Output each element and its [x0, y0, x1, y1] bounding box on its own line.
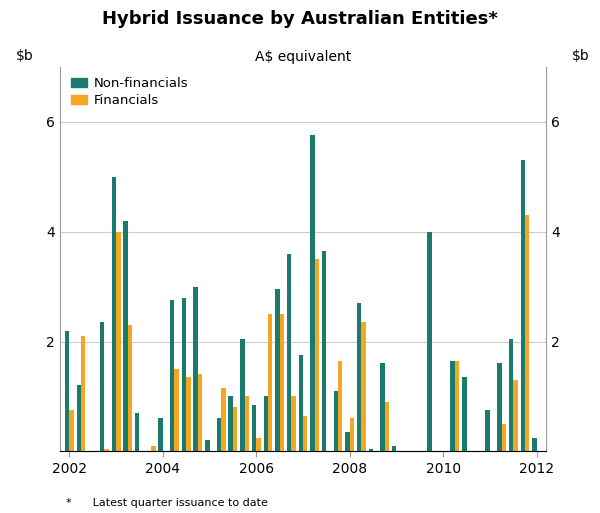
Bar: [338, 361, 343, 451]
Bar: [193, 287, 198, 451]
Bar: [334, 391, 338, 451]
Bar: [485, 410, 490, 451]
Bar: [368, 449, 373, 451]
Bar: [451, 361, 455, 451]
Bar: [292, 397, 296, 451]
Bar: [104, 449, 109, 451]
Bar: [135, 413, 139, 451]
Bar: [280, 314, 284, 451]
Bar: [116, 231, 121, 451]
Bar: [427, 231, 431, 451]
Bar: [275, 289, 280, 451]
Bar: [175, 369, 179, 451]
Bar: [521, 160, 525, 451]
Title: A$ equivalent: A$ equivalent: [255, 50, 351, 64]
Bar: [497, 364, 502, 451]
Bar: [502, 424, 506, 451]
Bar: [392, 446, 397, 451]
Bar: [112, 176, 116, 451]
Text: Hybrid Issuance by Australian Entities*: Hybrid Issuance by Australian Entities*: [102, 10, 498, 28]
Text: $b: $b: [572, 49, 590, 63]
Bar: [509, 339, 513, 451]
Text: $b: $b: [16, 49, 34, 63]
Bar: [124, 221, 128, 451]
Legend: Non-financials, Financials: Non-financials, Financials: [65, 71, 195, 114]
Bar: [380, 364, 385, 451]
Bar: [65, 330, 70, 451]
Bar: [268, 314, 272, 451]
Bar: [182, 298, 186, 451]
Bar: [462, 377, 467, 451]
Bar: [233, 407, 238, 451]
Bar: [70, 410, 74, 451]
Bar: [245, 397, 249, 451]
Bar: [205, 441, 209, 451]
Bar: [252, 405, 256, 451]
Bar: [532, 438, 536, 451]
Bar: [221, 388, 226, 451]
Bar: [100, 322, 104, 451]
Bar: [361, 322, 366, 451]
Text: *      Latest quarter issuance to date: * Latest quarter issuance to date: [66, 498, 268, 508]
Bar: [170, 300, 175, 451]
Bar: [345, 432, 350, 451]
Bar: [299, 356, 303, 451]
Bar: [229, 397, 233, 451]
Bar: [287, 253, 292, 451]
Bar: [81, 336, 85, 451]
Bar: [151, 446, 155, 451]
Bar: [263, 397, 268, 451]
Bar: [256, 438, 261, 451]
Bar: [128, 325, 132, 451]
Bar: [310, 135, 314, 451]
Bar: [350, 419, 354, 451]
Bar: [455, 361, 460, 451]
Bar: [198, 374, 202, 451]
Bar: [303, 416, 307, 451]
Bar: [314, 259, 319, 451]
Bar: [186, 377, 191, 451]
Bar: [217, 419, 221, 451]
Bar: [513, 380, 518, 451]
Bar: [158, 419, 163, 451]
Bar: [240, 339, 245, 451]
Bar: [385, 402, 389, 451]
Bar: [322, 251, 326, 451]
Bar: [525, 215, 529, 451]
Bar: [357, 303, 361, 451]
Bar: [77, 385, 81, 451]
